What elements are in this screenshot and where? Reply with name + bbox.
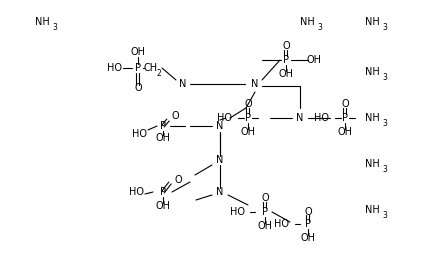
Text: P: P [160,187,166,197]
Text: 3: 3 [381,210,386,219]
Text: P: P [261,207,267,217]
Text: P: P [135,63,141,73]
Text: O: O [282,41,289,51]
Text: OH: OH [337,127,352,137]
Text: N: N [216,121,223,131]
Text: 3: 3 [381,118,386,128]
Text: OH: OH [155,201,170,211]
Text: OH: OH [257,221,272,231]
Text: HO: HO [217,113,232,123]
Text: HO: HO [132,129,147,139]
Text: P: P [160,121,166,131]
Text: 3: 3 [381,165,386,173]
Text: O: O [244,99,251,109]
Text: CH: CH [144,63,158,73]
Text: OH: OH [278,69,293,79]
Text: N: N [296,113,303,123]
Text: HO: HO [274,219,289,229]
Text: HO: HO [107,63,122,73]
Text: HO: HO [129,187,144,197]
Text: HO: HO [314,113,329,123]
Text: 3: 3 [381,23,386,32]
Text: N: N [251,79,258,89]
Text: 3: 3 [52,23,57,32]
Text: OH: OH [300,233,315,243]
Text: NH: NH [299,17,314,27]
Text: NH: NH [364,159,379,169]
Text: NH: NH [364,205,379,215]
Text: O: O [134,83,141,93]
Text: 3: 3 [316,23,321,32]
Text: OH: OH [306,55,321,65]
Text: HO: HO [230,207,245,217]
Text: O: O [304,207,311,217]
Text: N: N [216,155,223,165]
Text: P: P [244,113,250,123]
Text: NH: NH [364,67,379,77]
Text: 3: 3 [381,73,386,81]
Text: O: O [171,111,178,121]
Text: P: P [341,113,347,123]
Text: OH: OH [240,127,255,137]
Text: NH: NH [364,113,379,123]
Text: O: O [261,193,268,203]
Text: OH: OH [130,47,145,57]
Text: N: N [179,79,186,89]
Text: OH: OH [155,133,170,143]
Text: NH: NH [364,17,379,27]
Text: O: O [341,99,348,109]
Text: P: P [283,55,289,65]
Text: P: P [304,219,310,229]
Text: N: N [216,187,223,197]
Text: 2: 2 [157,69,161,77]
Text: O: O [174,175,181,185]
Text: NH: NH [35,17,49,27]
